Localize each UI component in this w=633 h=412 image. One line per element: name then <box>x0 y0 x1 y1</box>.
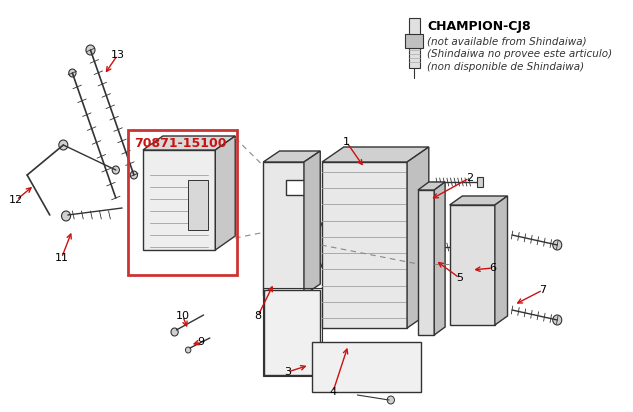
Polygon shape <box>322 162 407 328</box>
Bar <box>312 342 421 392</box>
Text: 6: 6 <box>489 263 496 273</box>
Polygon shape <box>143 136 235 150</box>
Circle shape <box>474 277 489 293</box>
Text: 2: 2 <box>466 173 473 183</box>
Circle shape <box>69 69 76 77</box>
Bar <box>409 18 420 68</box>
Circle shape <box>130 171 137 179</box>
Bar <box>449 205 495 325</box>
Bar <box>188 180 208 230</box>
Text: 8: 8 <box>254 311 261 321</box>
Polygon shape <box>407 147 429 328</box>
Bar <box>264 290 320 375</box>
Polygon shape <box>263 151 320 162</box>
Polygon shape <box>143 150 215 250</box>
Polygon shape <box>449 196 508 205</box>
Circle shape <box>553 315 562 325</box>
Bar <box>418 190 434 335</box>
Text: 12: 12 <box>9 195 23 205</box>
Circle shape <box>456 222 470 238</box>
Circle shape <box>318 380 325 388</box>
Circle shape <box>409 380 416 388</box>
Circle shape <box>325 169 334 179</box>
Circle shape <box>59 140 68 150</box>
Circle shape <box>468 214 476 222</box>
Circle shape <box>396 169 404 179</box>
Circle shape <box>387 396 394 404</box>
Circle shape <box>409 348 416 356</box>
Text: 1: 1 <box>343 137 350 147</box>
Polygon shape <box>495 196 508 325</box>
Text: 5: 5 <box>456 273 463 283</box>
Text: 4: 4 <box>329 387 337 397</box>
Polygon shape <box>263 162 304 295</box>
Polygon shape <box>434 182 445 335</box>
Circle shape <box>308 361 318 371</box>
Circle shape <box>421 204 432 216</box>
Circle shape <box>308 293 318 303</box>
Circle shape <box>474 222 489 238</box>
Text: 10: 10 <box>176 311 190 321</box>
Circle shape <box>185 347 191 353</box>
Text: 7: 7 <box>539 285 546 295</box>
Circle shape <box>171 328 179 336</box>
Circle shape <box>468 311 476 319</box>
Circle shape <box>148 192 163 208</box>
Circle shape <box>396 311 404 321</box>
Text: 70871-15100: 70871-15100 <box>134 137 227 150</box>
Text: (Shindaiwa no provee este articulo): (Shindaiwa no provee este articulo) <box>427 49 612 59</box>
Polygon shape <box>215 136 235 250</box>
Circle shape <box>267 293 276 303</box>
Circle shape <box>112 166 120 174</box>
Circle shape <box>330 207 399 283</box>
Circle shape <box>456 277 470 293</box>
Circle shape <box>86 45 95 55</box>
Circle shape <box>267 361 276 371</box>
Text: CHAMPION-CJ8: CHAMPION-CJ8 <box>427 20 530 33</box>
Polygon shape <box>405 34 423 48</box>
Polygon shape <box>322 147 429 162</box>
Text: (non disponible de Shindaiwa): (non disponible de Shindaiwa) <box>427 62 584 72</box>
Text: (not available from Shindaiwa): (not available from Shindaiwa) <box>427 36 587 46</box>
Circle shape <box>421 309 432 321</box>
Polygon shape <box>477 242 483 252</box>
Circle shape <box>274 218 292 238</box>
Circle shape <box>318 348 325 356</box>
Text: 13: 13 <box>111 50 125 60</box>
Polygon shape <box>418 182 445 190</box>
Polygon shape <box>304 151 320 295</box>
Polygon shape <box>477 177 483 187</box>
Text: 3: 3 <box>284 367 291 377</box>
Circle shape <box>318 193 411 297</box>
Text: 9: 9 <box>197 337 204 347</box>
Text: 11: 11 <box>54 253 68 263</box>
Circle shape <box>553 240 562 250</box>
Circle shape <box>61 211 70 221</box>
Bar <box>263 288 322 376</box>
Circle shape <box>325 311 334 321</box>
